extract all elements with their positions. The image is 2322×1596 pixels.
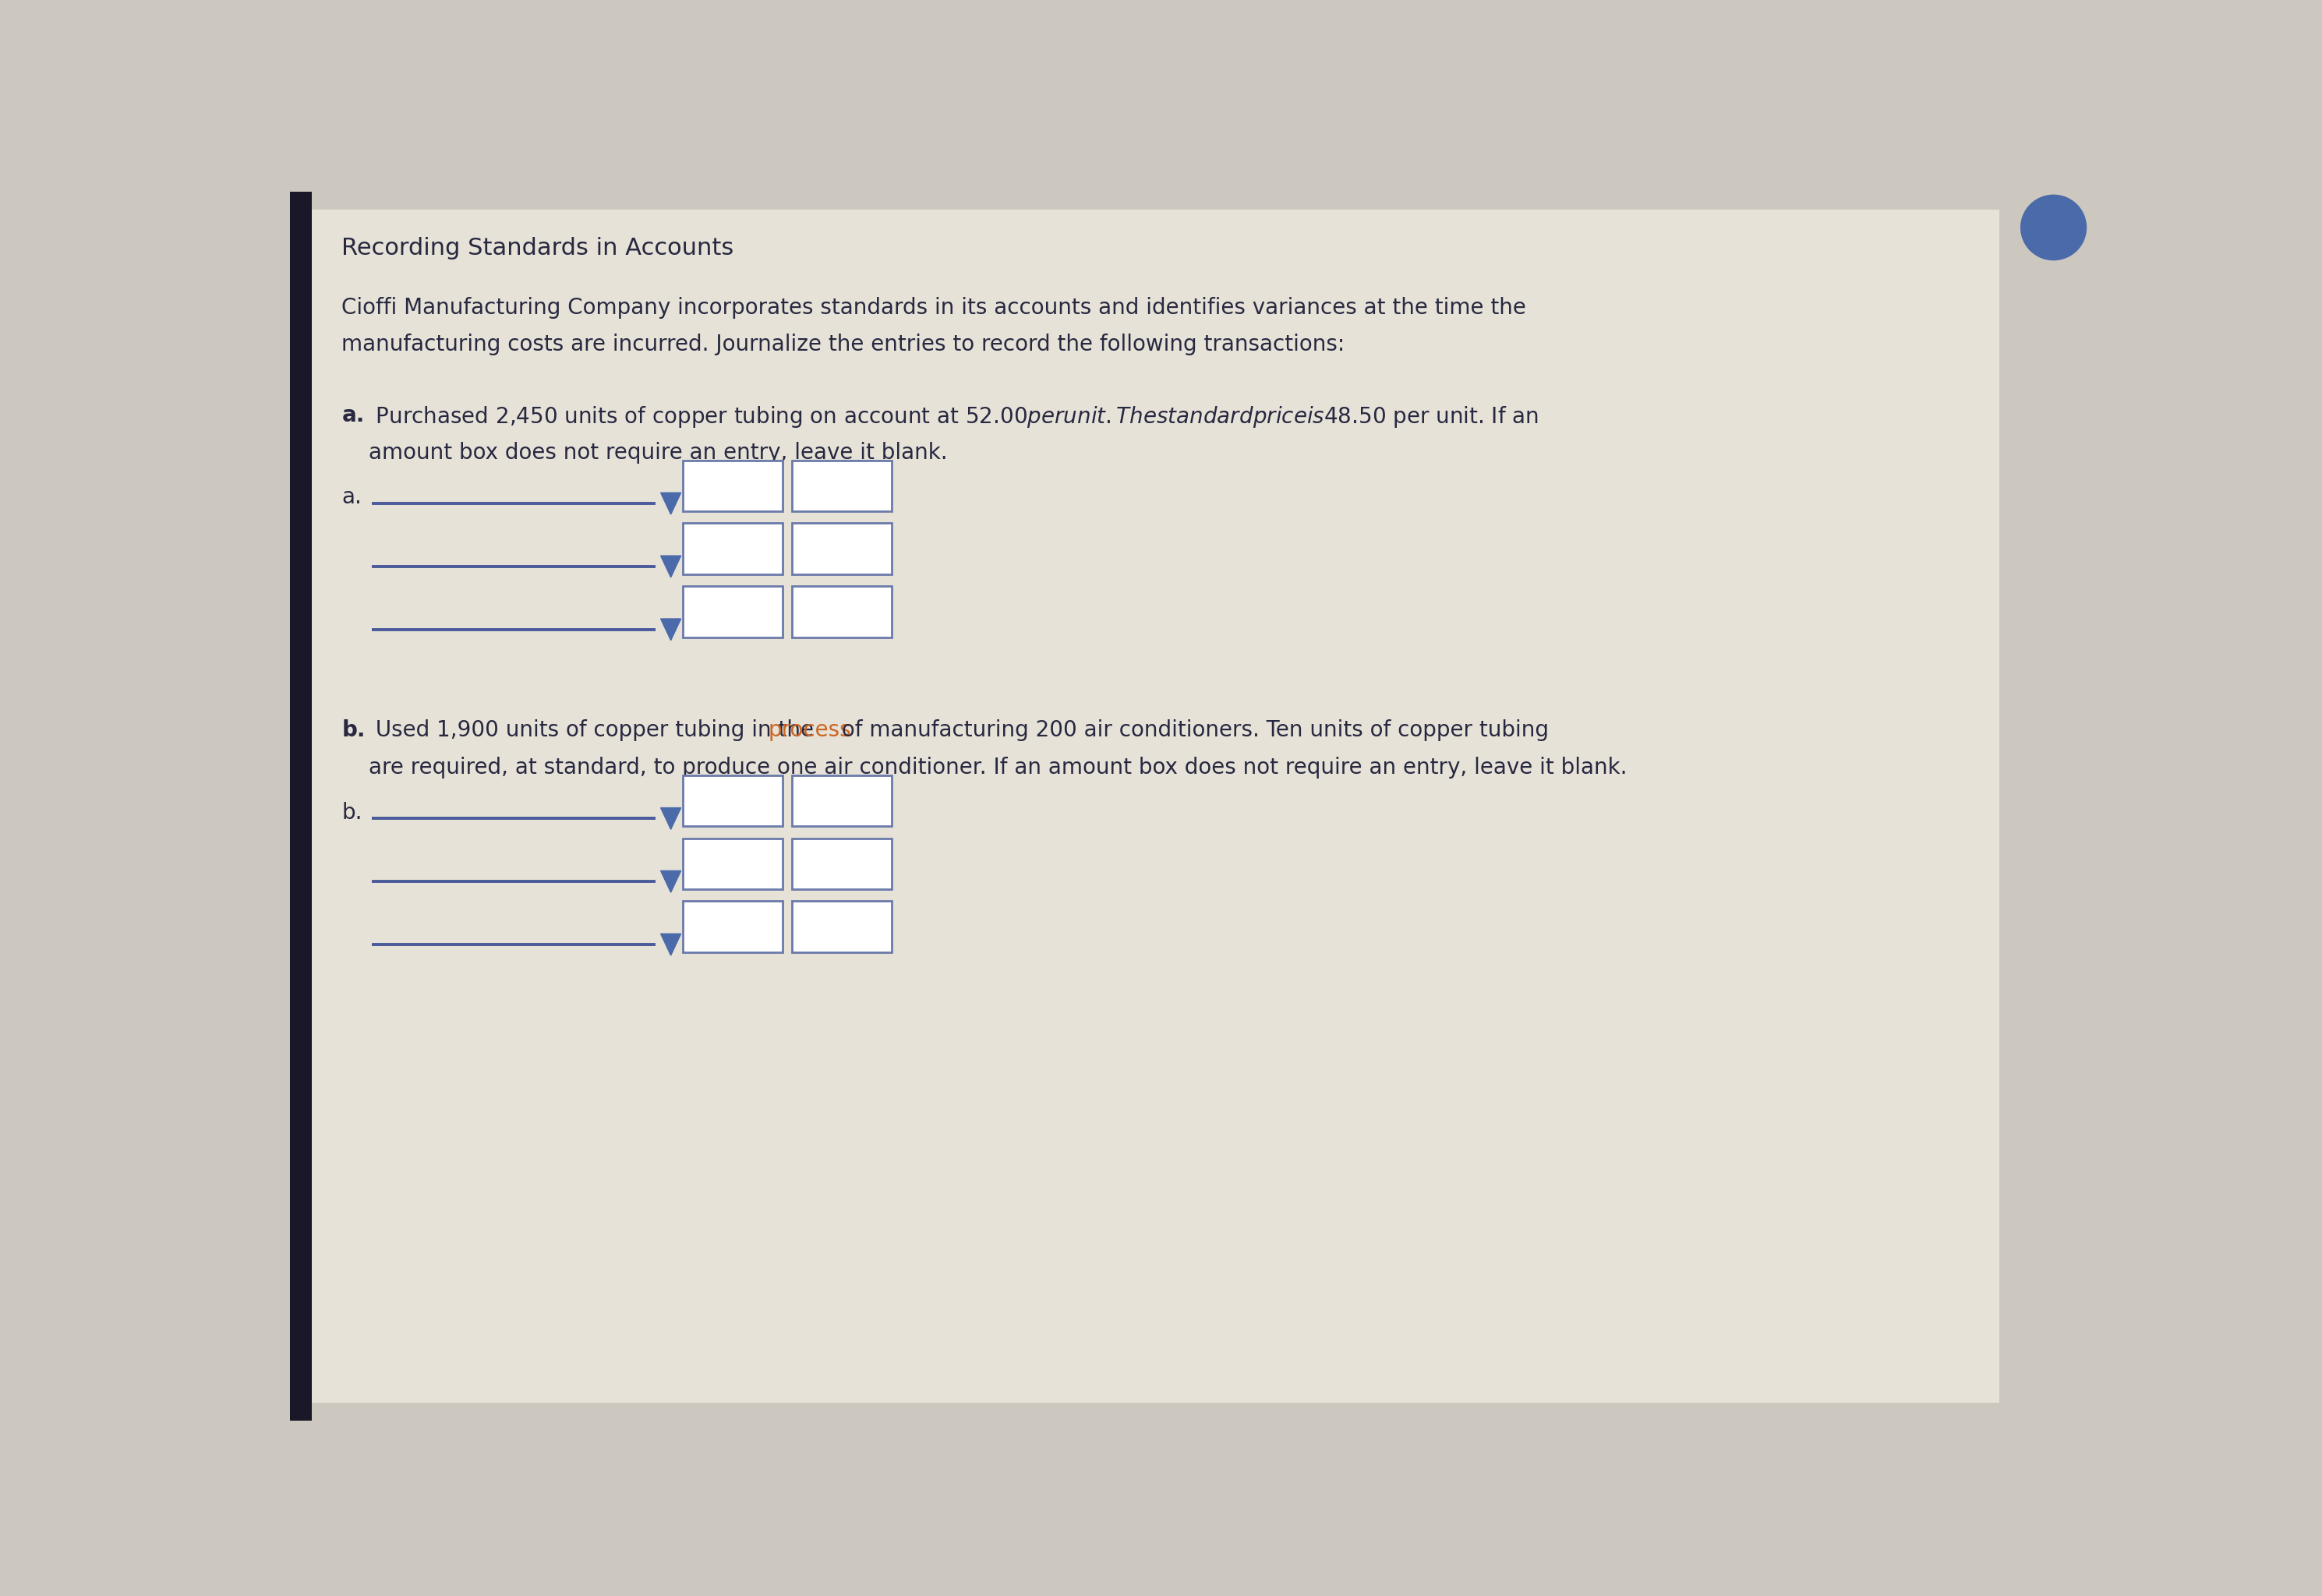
Polygon shape: [662, 871, 680, 892]
Text: Cioffi Manufacturing Company incorporates standards in its accounts and identifi: Cioffi Manufacturing Company incorporate…: [341, 297, 1526, 318]
Text: Purchased 2,450 units of copper tubing on account at $52.00 per unit. The standa: Purchased 2,450 units of copper tubing o…: [369, 404, 1539, 429]
Bar: [792, 902, 892, 953]
Bar: [290, 192, 311, 1420]
Polygon shape: [662, 493, 680, 514]
Polygon shape: [662, 934, 680, 956]
Text: of manufacturing 200 air conditioners. Ten units of copper tubing: of manufacturing 200 air conditioners. T…: [836, 720, 1549, 742]
Polygon shape: [662, 808, 680, 830]
Bar: [792, 586, 892, 637]
Text: Used 1,900 units of copper tubing in the: Used 1,900 units of copper tubing in the: [369, 720, 820, 742]
Text: amount box does not require an entry, leave it blank.: amount box does not require an entry, le…: [369, 442, 947, 463]
Bar: [792, 460, 892, 511]
Bar: [792, 838, 892, 889]
Bar: [683, 460, 783, 511]
Bar: [792, 776, 892, 827]
Bar: [683, 838, 783, 889]
Bar: [683, 586, 783, 637]
Polygon shape: [662, 555, 680, 578]
Bar: [683, 902, 783, 953]
Text: are required, at standard, to produce one air conditioner. If an amount box does: are required, at standard, to produce on…: [369, 757, 1628, 779]
Text: process: process: [769, 720, 852, 742]
Polygon shape: [662, 619, 680, 640]
Text: Recording Standards in Accounts: Recording Standards in Accounts: [341, 236, 734, 259]
Text: manufacturing costs are incurred. Journalize the entries to record the following: manufacturing costs are incurred. Journa…: [341, 334, 1344, 356]
Bar: [792, 523, 892, 575]
Text: a.: a.: [341, 487, 362, 509]
Circle shape: [2020, 195, 2087, 260]
Text: a.: a.: [341, 404, 365, 426]
Text: b.: b.: [341, 720, 365, 742]
Text: b.: b.: [341, 801, 362, 824]
Bar: [683, 776, 783, 827]
Bar: [683, 523, 783, 575]
